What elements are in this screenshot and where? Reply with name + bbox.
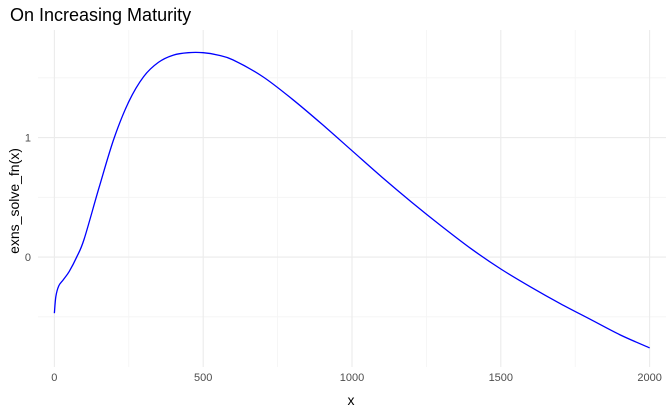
- x-axis-title: x: [348, 392, 355, 408]
- series-layer: [53, 51, 650, 349]
- y-tick-label: 0: [25, 252, 31, 264]
- grid-lines: [38, 30, 666, 367]
- chart-title: On Increasing Maturity: [10, 5, 191, 25]
- y-axis-ticks: 01: [25, 133, 31, 265]
- x-axis-ticks: 0 500 1000 1500 2000: [51, 372, 662, 384]
- y-tick-label: 1: [25, 133, 31, 145]
- x-tick-label: 0: [51, 372, 57, 384]
- x-tick-label: 2000: [637, 372, 661, 384]
- x-tick-label: 1500: [489, 372, 513, 384]
- y-axis-title: exns_solve_fn(x): [6, 148, 22, 254]
- x-tick-label: 1000: [340, 372, 364, 384]
- series-line: [53, 51, 650, 349]
- x-tick-label: 500: [194, 372, 212, 384]
